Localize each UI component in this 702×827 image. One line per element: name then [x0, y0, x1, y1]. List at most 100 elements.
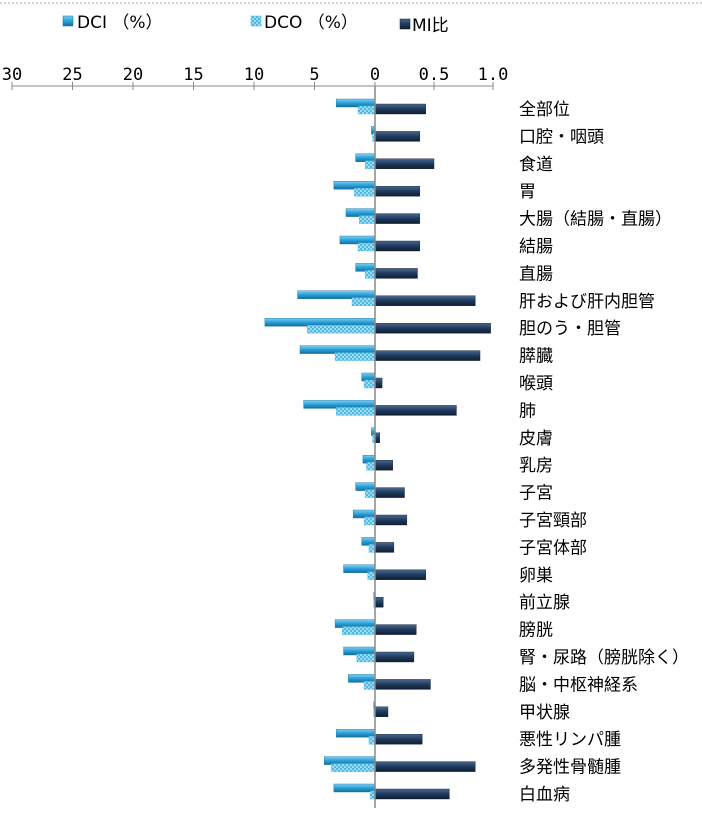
bar-mi — [374, 240, 421, 252]
category-label: 子宮 — [519, 484, 553, 504]
bar-mi — [374, 460, 393, 471]
bar-dco — [359, 215, 376, 224]
bar-dco — [365, 489, 376, 498]
bar-mi — [374, 514, 408, 526]
bar-mi — [374, 131, 421, 142]
category-label: 乳房 — [519, 456, 553, 476]
bar-dci — [336, 729, 376, 738]
category-label: 肺 — [519, 401, 536, 421]
bar-dci — [343, 564, 376, 573]
category-label: 脳・中枢神経系 — [519, 675, 638, 695]
bar-mi — [374, 597, 384, 608]
bar-mi — [374, 295, 476, 306]
left-axis-tick-label: 5 — [309, 65, 319, 85]
bar-dci — [361, 537, 376, 546]
bar-dco — [351, 297, 376, 306]
category-label: 白血病 — [519, 785, 570, 805]
legend-label-mi: MI比 — [412, 16, 449, 36]
bar-dci — [297, 290, 376, 299]
bar-mi — [374, 185, 421, 197]
left-axis-tick-label: 30 — [2, 65, 22, 85]
bar-mi — [374, 213, 421, 224]
bar-dci — [343, 646, 376, 656]
bar-dco — [307, 325, 376, 334]
category-label: 膵臓 — [519, 347, 553, 367]
legend-swatch-dci — [62, 15, 74, 27]
bar-dco — [365, 270, 376, 279]
bar-mi — [374, 651, 415, 663]
bar-mi — [374, 405, 457, 416]
left-axis-tick-label: 15 — [183, 65, 203, 85]
bar-dco — [331, 763, 376, 772]
category-label: 前立腺 — [519, 593, 570, 613]
bar-mi — [374, 679, 431, 690]
bar-mi — [374, 624, 417, 635]
axis: 30 25 20 15 10 5 0 0.5 1.0 — [2, 65, 509, 90]
bar-dco — [366, 462, 376, 471]
bar-dco — [336, 407, 376, 416]
bar-mi — [374, 350, 481, 361]
bar-mi — [374, 734, 423, 745]
category-label: 肝および肝内胆管 — [519, 292, 655, 312]
bar-dci — [323, 756, 376, 765]
left-axis-tick-label: 20 — [123, 65, 143, 85]
bar-mi — [374, 103, 426, 115]
category-label: 悪性リンパ腫 — [519, 730, 621, 750]
category-label: 全部位 — [519, 100, 570, 120]
bar-dco — [334, 352, 376, 361]
bar-mi — [374, 569, 426, 580]
legend: DCI （%） DCO （%） MI比 — [62, 13, 449, 36]
bar-dci — [264, 318, 376, 327]
category-label: 卵巣 — [519, 566, 553, 586]
legend-swatch-dco — [250, 15, 262, 27]
bar-mi — [374, 542, 395, 553]
category-label: 腎・尿路（膀胱除く） — [519, 648, 689, 668]
category-label: 直腸 — [519, 264, 553, 284]
legend-label-dco: DCO （%） — [264, 13, 358, 33]
legend-swatch-mi — [399, 18, 411, 30]
bar-mi — [374, 761, 476, 772]
category-label: 子宮体部 — [519, 538, 587, 558]
bar-dci — [334, 619, 376, 628]
right-axis-tick-label: 0.5 — [419, 65, 450, 85]
right-axis-tick-label: 1.0 — [478, 65, 509, 85]
bar-dco — [354, 187, 376, 197]
bar-dco — [365, 160, 376, 170]
bar-dci — [303, 400, 376, 409]
left-axis-tick-label: 10 — [244, 65, 264, 85]
category-label: 口腔・咽頭 — [519, 127, 604, 147]
bar-dco — [363, 681, 376, 690]
left-axis-tick-label: 25 — [62, 65, 82, 85]
bar-dco — [363, 516, 376, 526]
bar-dci — [353, 509, 376, 519]
bars — [264, 98, 491, 800]
category-label: 多発性骨髄腫 — [519, 758, 621, 778]
bar-dco — [367, 571, 376, 580]
bar-dco — [342, 626, 376, 635]
category-label: 食道 — [519, 155, 553, 175]
bar-mi — [374, 268, 418, 279]
bar-mi — [374, 377, 383, 389]
category-label: 膀胱 — [519, 621, 553, 641]
legend-label-dci: DCI （%） — [77, 13, 163, 33]
bar-dci — [348, 674, 376, 683]
bar-mi — [374, 323, 491, 334]
bar-dci — [333, 783, 376, 793]
bar-dci — [362, 455, 376, 464]
bar-dci — [355, 263, 376, 272]
bar-dci — [361, 372, 376, 382]
category-label: 子宮頸部 — [519, 511, 587, 531]
bar-dco — [356, 653, 376, 663]
category-label: 喉頭 — [519, 374, 553, 394]
category-label: 結腸 — [519, 237, 553, 257]
bar-dco — [357, 242, 376, 252]
bar-dci — [355, 482, 376, 491]
bar-mi — [374, 706, 389, 717]
category-label: 甲状腺 — [519, 703, 570, 723]
category-label: 胆のう・胆管 — [519, 319, 621, 339]
bar-dco — [363, 379, 376, 389]
category-label: 皮膚 — [519, 429, 553, 449]
category-label: 大腸（結腸・直腸） — [519, 210, 672, 230]
